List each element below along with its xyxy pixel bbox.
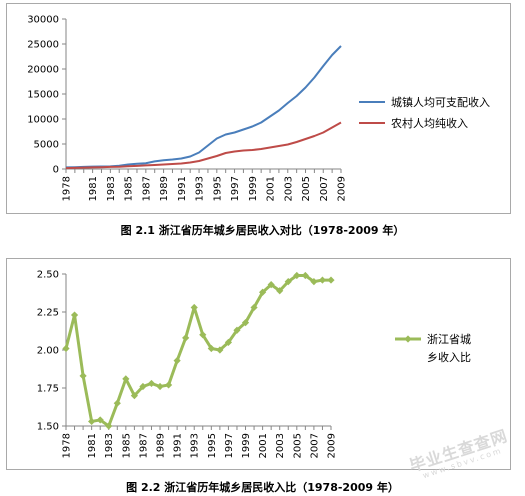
data-point — [250, 303, 258, 312]
legend-label-1: 农村人均纯收入 — [391, 116, 468, 130]
legend-label-0: 城镇人均可支配收入 — [391, 95, 490, 109]
x-tick-label: 1991 — [177, 176, 188, 201]
x-tick-label: 2003 — [275, 433, 286, 458]
data-point — [147, 379, 156, 388]
x-tick-label: 1995 — [207, 433, 218, 458]
x-tick-label: 1993 — [190, 433, 201, 458]
x-tick-label: 1999 — [241, 433, 252, 458]
chart-2-caption: 图 2.2 浙江省历年城乡居民收入比（1978-2009 年） — [126, 481, 399, 494]
x-tick-label: 2005 — [301, 176, 312, 201]
data-point — [164, 381, 173, 389]
x-tick-label: 1993 — [195, 176, 206, 201]
x-tick-label: 1987 — [138, 433, 149, 458]
x-tick-label: 2001 — [266, 176, 277, 201]
data-point — [293, 271, 301, 280]
data-point — [88, 417, 96, 426]
y-tick-label: 15000 — [27, 90, 59, 101]
data-point — [216, 346, 224, 354]
y-tick-label: 20000 — [27, 65, 59, 76]
series-line-0 — [65, 45, 342, 169]
data-point — [276, 287, 284, 295]
x-tick-label: 2007 — [309, 433, 320, 458]
data-point — [122, 375, 130, 383]
series-line-1 — [65, 121, 342, 170]
x-tick-label: 2005 — [292, 433, 303, 458]
data-point — [233, 326, 241, 334]
x-tick-label: 1999 — [248, 176, 259, 201]
series-line-0 — [64, 274, 331, 428]
data-point — [105, 422, 113, 430]
y-tick-label: 30000 — [27, 15, 59, 26]
x-tick-label: 1989 — [156, 433, 167, 458]
x-tick-label: 1995 — [212, 176, 223, 201]
x-tick-label: 1985 — [124, 176, 135, 201]
x-tick-label: 1997 — [224, 433, 235, 458]
chart-1-caption: 图 2.1 浙江省历年城乡居民收入对比（1978-2009 年） — [120, 224, 405, 237]
legend-label-line: 浙江省城 — [427, 333, 471, 346]
y-tick-label: 5000 — [34, 140, 59, 151]
x-tick-label: 1981 — [88, 176, 99, 201]
data-point — [318, 276, 327, 284]
data-point — [267, 281, 275, 289]
x-tick-label: 1987 — [141, 176, 152, 201]
y-tick-label: 1.75 — [37, 384, 59, 395]
x-tick-label: 2009 — [337, 176, 348, 201]
y-tick-label: 0 — [53, 165, 59, 176]
data-point — [327, 276, 335, 284]
legend-marker-0 — [404, 335, 412, 343]
x-tick-label: 1989 — [159, 176, 170, 201]
data-point — [62, 344, 70, 353]
x-tick-label: 1983 — [104, 433, 115, 458]
y-tick-label: 2.50 — [37, 270, 59, 281]
x-tick-label: 1991 — [173, 433, 184, 458]
x-tick-label: 1978 — [62, 176, 73, 201]
data-point — [113, 399, 121, 407]
legend-label-line: 乡收入比 — [427, 350, 471, 364]
y-tick-label: 2.00 — [37, 346, 59, 357]
x-tick-label: 2009 — [327, 433, 338, 458]
chart-2-frame: 1.50 1.75 2.00 2.25 2.50 1978 1981 1983 1985 1987… — [6, 258, 511, 470]
x-tick-label: 2001 — [258, 433, 269, 458]
y-tick-label: 10000 — [27, 115, 59, 126]
x-tick-label: 2007 — [319, 176, 330, 201]
x-tick-label: 1983 — [106, 176, 117, 201]
y-tick-label: 25000 — [27, 40, 59, 51]
x-tick-label: 1978 — [62, 433, 73, 458]
x-tick-label: 1997 — [230, 176, 241, 201]
x-tick-label: 2003 — [283, 176, 294, 201]
data-point — [79, 372, 87, 380]
data-point — [310, 278, 318, 286]
chart-1-svg: 0 5000 10000 15000 20000 25000 30000 1978 1981 19… — [27, 15, 490, 202]
chart-1-frame: 0 5000 10000 15000 20000 25000 30000 1978 1981 19… — [6, 3, 511, 214]
y-tick-label: 2.25 — [37, 308, 59, 319]
data-point — [156, 382, 164, 391]
x-tick-label: 1981 — [87, 433, 98, 458]
y-tick-label: 1.50 — [37, 422, 59, 433]
x-tick-label: 1985 — [121, 433, 132, 458]
data-point — [70, 311, 79, 319]
chart-2-svg: 1.50 1.75 2.00 2.25 2.50 1978 1981 1983 1985 1987… — [37, 270, 471, 459]
data-point — [190, 303, 198, 312]
